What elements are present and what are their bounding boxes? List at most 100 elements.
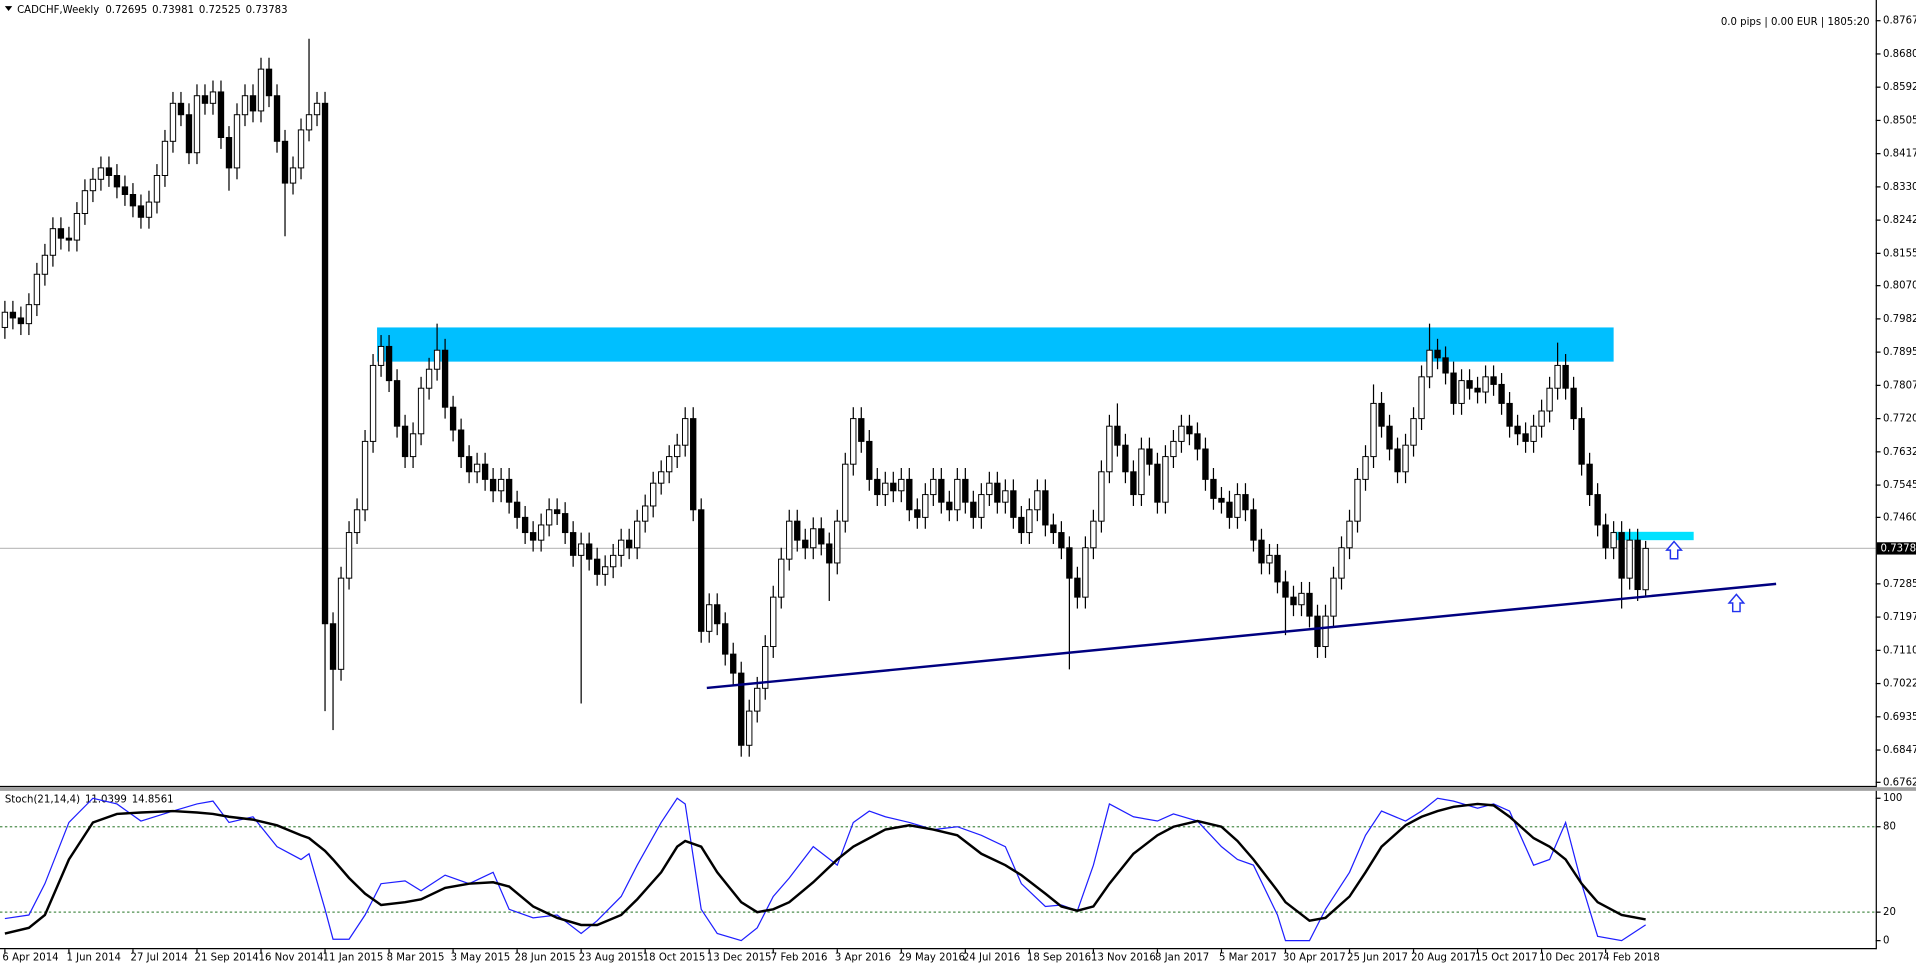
- candle-body: [1218, 497, 1225, 503]
- candle-body: [481, 463, 489, 480]
- candle-body: [922, 494, 929, 518]
- y-tick-label: 0.72850: [1883, 579, 1916, 590]
- candle-body: [1530, 425, 1537, 442]
- x-tick-label: 21 Sep 2014: [195, 952, 259, 963]
- y-tick-label: 0.80700: [1883, 281, 1916, 292]
- y-tick-label: 0.70225: [1883, 679, 1916, 690]
- candle-body: [1314, 615, 1321, 648]
- candle-body: [57, 228, 65, 239]
- candle-body: [1258, 539, 1265, 564]
- candle-body: [105, 167, 113, 176]
- candle-body: [1402, 444, 1409, 473]
- candle-body: [89, 178, 97, 192]
- candle-body: [914, 509, 921, 518]
- candle-body: [625, 539, 633, 549]
- candle-body: [161, 140, 169, 176]
- candle-body: [353, 509, 361, 534]
- candle-body: [762, 646, 769, 689]
- candle-body: [385, 345, 393, 382]
- candle-body: [1546, 387, 1553, 412]
- y-tick-label: 0.71100: [1883, 645, 1916, 656]
- candle-body: [1202, 448, 1209, 480]
- x-tick-label: 30 Apr 2017: [1283, 952, 1346, 963]
- candle-body: [650, 482, 657, 507]
- candle-body: [1482, 376, 1489, 393]
- candle-body: [1522, 433, 1529, 442]
- candle-body: [1, 311, 9, 328]
- x-tick-label: 5 Mar 2017: [1219, 952, 1277, 963]
- x-tick-label: 11 Jan 2015: [323, 952, 384, 963]
- x-tick-label: 20 Aug 2017: [1411, 952, 1476, 963]
- candle-body: [1330, 577, 1337, 617]
- candle-body: [17, 317, 25, 325]
- candle-body: [738, 672, 745, 746]
- candle-body: [609, 554, 617, 568]
- menu-icon[interactable]: [4, 6, 13, 12]
- candle-body: [1298, 592, 1305, 606]
- candle-body: [1570, 387, 1577, 420]
- candle-body: [1586, 463, 1593, 496]
- candle-body: [297, 129, 305, 169]
- candle-body: [1538, 410, 1545, 427]
- candle-body: [722, 623, 729, 655]
- candle-body: [1354, 478, 1361, 522]
- y-tick-label: 0.78950: [1883, 347, 1916, 358]
- candle-body: [754, 687, 761, 712]
- x-tick-label: 1 Jun 2014: [66, 952, 121, 963]
- candle-body: [874, 478, 881, 496]
- candle-body: [1618, 532, 1625, 579]
- candle-body: [1194, 433, 1201, 450]
- candle-body: [361, 440, 369, 511]
- y-tick-label: 0.87675: [1883, 16, 1916, 27]
- candle-body: [9, 311, 17, 319]
- candle-body: [1058, 532, 1065, 549]
- candle-body: [49, 228, 57, 256]
- candle-body: [1466, 380, 1473, 389]
- candle-body: [1458, 380, 1465, 404]
- candle-body: [866, 440, 873, 480]
- candle-body: [1242, 494, 1249, 511]
- candle-body: [209, 91, 217, 104]
- candle-body: [537, 524, 545, 541]
- candle-body: [1138, 448, 1145, 496]
- y-tick-label: 0.77200: [1883, 414, 1916, 425]
- candle-body: [1442, 357, 1449, 374]
- x-tick-label: 13 Dec 2015: [707, 952, 772, 963]
- zone: [1613, 531, 1694, 541]
- x-tick-label: 16 Nov 2014: [259, 952, 324, 963]
- candle-body: [33, 273, 41, 306]
- x-tick-label: 3 May 2015: [451, 952, 511, 963]
- candle-body: [313, 102, 321, 116]
- candle-body: [1290, 596, 1297, 606]
- candle-body: [746, 710, 753, 746]
- candle-body: [1506, 402, 1513, 427]
- candle-body: [113, 175, 121, 188]
- candle-body: [1370, 402, 1377, 458]
- candle-body: [265, 68, 273, 97]
- x-tick-label: 8 Mar 2015: [387, 952, 445, 963]
- candle-body: [1090, 520, 1097, 549]
- candle-body: [946, 501, 953, 511]
- candle-body: [1634, 539, 1641, 591]
- candle-body: [137, 205, 145, 218]
- candle-body: [441, 349, 449, 408]
- candle-body: [1282, 581, 1289, 598]
- x-tick-label: 29 May 2016: [899, 952, 965, 963]
- candle-body: [321, 102, 329, 625]
- price-label: 0.73783: [1881, 543, 1916, 554]
- candle-body: [249, 95, 257, 112]
- candle-body: [1050, 524, 1057, 534]
- candle-body: [898, 478, 905, 492]
- candle-body: [1610, 532, 1617, 549]
- candle-body: [193, 95, 201, 154]
- candle-body: [962, 478, 969, 503]
- candle-body: [1322, 615, 1329, 648]
- candle-body: [1426, 349, 1433, 378]
- candle-body: [145, 201, 153, 218]
- candle-body: [1106, 425, 1113, 473]
- y-tick-label: 0.68475: [1883, 745, 1916, 756]
- candle-body: [169, 102, 177, 142]
- candle-body: [529, 532, 537, 541]
- candle-body: [1394, 448, 1401, 473]
